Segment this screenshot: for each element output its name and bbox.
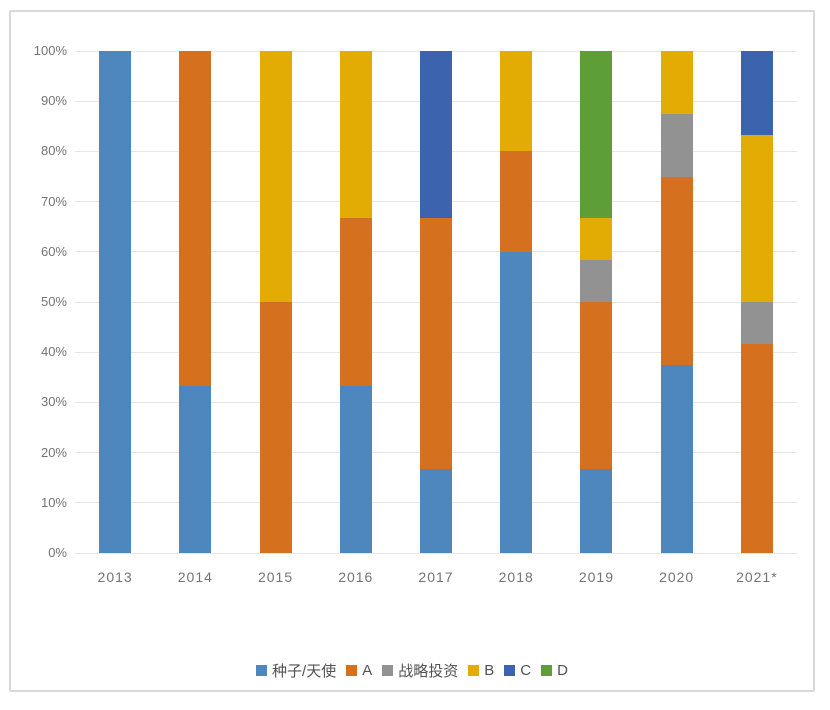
bar-segment-2021*-A [740,343,773,553]
bar-segment-2021*-战略投资 [740,302,773,344]
legend-item-strategic: 战略投资 [382,660,458,681]
y-tick-label-20%: 20% [40,444,67,460]
bar-2019 [580,51,613,553]
y-tick-label-100%: 100% [33,43,67,58]
x-tick-label-2021*: 2021* [736,569,778,585]
bar-segment-2020-B [660,51,693,114]
bar-segment-2019-B [580,218,613,261]
bar-segment-2018-种子/天使 [500,251,533,553]
x-tick-label-2019: 2019 [578,569,615,585]
legend-swatch-seed-angel [256,665,268,676]
bar-segment-2014-种子/天使 [179,385,212,553]
y-tick-label-10%: 10% [40,494,67,510]
bar-segment-2020-战略投资 [660,113,693,177]
bar-segment-2015-B [259,51,292,302]
bar-2016 [339,51,372,553]
legend-label-series-c: C [520,662,532,679]
bar-segment-2016-A [339,218,372,386]
bar-2015 [259,51,292,553]
bar-segment-2017-A [420,218,452,470]
bar-segment-2018-B [500,51,533,152]
bar-segment-2014-A [179,51,212,386]
plot-area [75,50,797,554]
bar-segment-2016-种子/天使 [339,385,372,553]
legend-item-seed-angel: 种子/天使 [256,660,336,681]
legend-label-strategic: 战略投资 [398,663,459,680]
bar-segment-2020-A [660,176,693,365]
legend: 种子/天使 A 战略投资 B C D [11,660,813,681]
y-tick-label-30%: 30% [40,394,67,410]
x-tick-label-2014: 2014 [177,569,213,585]
bar-segment-2019-A [580,301,613,470]
y-tick-label-90%: 90% [40,93,67,109]
y-tick-label-60%: 60% [40,243,67,259]
bar-segment-2017-种子/天使 [420,469,452,553]
y-tick-label-70%: 70% [40,193,67,209]
bar-segment-2017-C [420,51,452,219]
bar-segment-2018-A [500,151,533,252]
legend-swatch-strategic [382,665,394,676]
bar-segment-2019-战略投资 [580,260,613,302]
bar-2014 [179,51,212,553]
bar-segment-2021*-C [740,51,773,135]
y-tick-label-0%: 0% [48,545,67,560]
legend-item-series-c: C [504,662,531,679]
legend-swatch-series-c [504,665,516,676]
legend-swatch-series-a [346,665,358,676]
x-tick-label-2013: 2013 [97,569,133,585]
x-tick-label-2017: 2017 [418,569,454,585]
bar-segment-2015-A [259,302,292,553]
gridline-0% [75,552,797,554]
gridline-100% [75,50,797,52]
legend-item-series-a: A [346,662,372,679]
bar-segment-2020-种子/天使 [660,364,693,553]
x-tick-label-2016: 2016 [338,569,374,585]
legend-label-series-d: D [557,662,568,679]
legend-swatch-series-d [541,665,553,676]
y-tick-label-50%: 50% [40,294,67,309]
bar-segment-2021*-B [740,134,773,302]
x-tick-label-2020: 2020 [659,569,695,585]
legend-label-series-a: A [362,662,373,679]
legend-label-series-b: B [484,662,495,679]
bar-segment-2016-B [339,51,372,219]
bar-2013 [99,51,132,553]
legend-swatch-series-b [468,665,480,676]
legend-label-seed-angel: 种子/天使 [272,663,337,680]
bar-2020 [660,51,693,553]
bar-2021* [740,51,773,553]
chart-frame: 0% 10% 20% 30% 40% 50% 60% 70% 80% 90% 100% 2013 20… [9,10,815,692]
legend-item-series-d: D [541,662,568,679]
bar-segment-2019-D [580,51,613,219]
x-tick-label-2015: 2015 [257,569,294,585]
bar-segment-2013-种子/天使 [99,51,132,553]
bar-segment-2019-种子/天使 [580,469,613,553]
legend-item-series-b: B [468,662,494,679]
x-tick-label-2018: 2018 [498,569,534,585]
bar-2018 [500,51,533,553]
bar-2017 [420,51,452,553]
y-tick-label-40%: 40% [40,344,67,360]
y-tick-label-80%: 80% [40,143,67,159]
